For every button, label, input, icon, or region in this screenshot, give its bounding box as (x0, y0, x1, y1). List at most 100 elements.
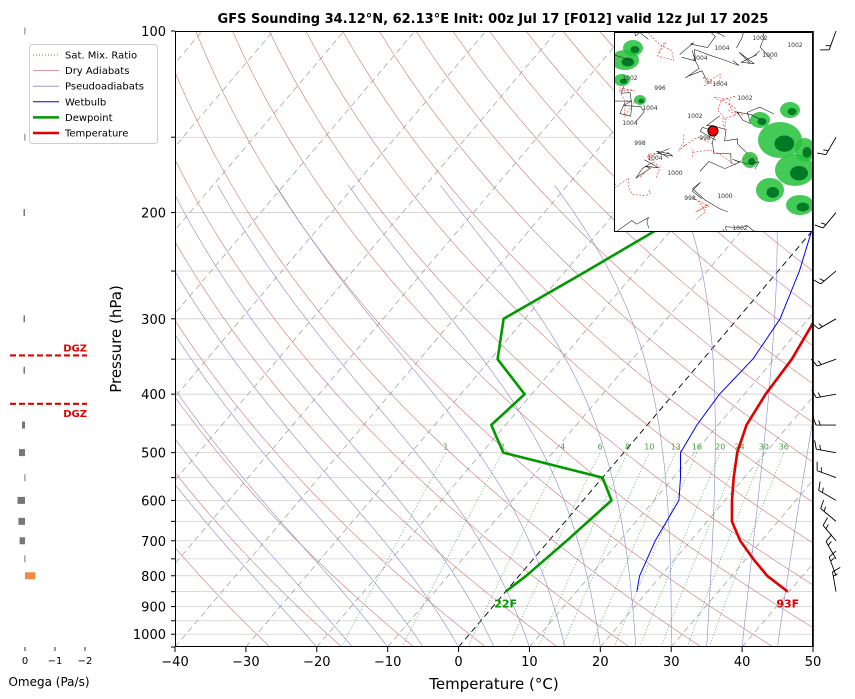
pseudoadiabat-line (175, 334, 424, 647)
mixing-ratio-line (613, 452, 698, 647)
mixing-ratio-line (340, 452, 447, 647)
map-isobar-label: 1002 (737, 95, 752, 102)
map-isobar-label: 1002 (687, 113, 702, 120)
pseudoadiabats (175, 184, 813, 647)
y-tick-label: 800 (141, 570, 166, 585)
pseudoadiabat-line (175, 438, 353, 647)
mixing-ratio-line (537, 452, 628, 647)
wind-barb-flag (821, 222, 827, 225)
isotherm-line (175, 31, 274, 148)
y-tick-label: 1000 (133, 628, 166, 643)
map-contour (615, 177, 652, 197)
wind-barb (817, 136, 837, 155)
pseudoadiabat-line (275, 184, 566, 647)
map-isobar-label: 1004 (622, 120, 637, 127)
mixing-ratio-label: 4 (560, 443, 565, 452)
mixing-ratio-label: 10 (644, 443, 654, 452)
surface-labels: 22F 93F (494, 598, 799, 611)
mixing-ratio-label: 20 (715, 443, 725, 452)
plot-frame (175, 31, 813, 647)
omega-tick-label: −2 (78, 656, 93, 667)
dry-adiabat-line (195, 31, 774, 647)
chart-title: GFS Sounding 34.12°N, 62.13°E Init: 00z … (218, 12, 769, 27)
x-tick-label: 10 (521, 655, 538, 670)
x-tick-label: −20 (303, 655, 330, 670)
omega-axis-label: Omega (Pa/s) (8, 675, 89, 689)
omega-bar (24, 27, 26, 35)
wind-barb-shaft (820, 270, 837, 285)
y-tick-label: 500 (141, 447, 166, 462)
legend-box (29, 44, 158, 144)
x-tick-label: 20 (592, 655, 609, 670)
map-contour (692, 197, 710, 220)
wind-barb-flag (814, 440, 817, 450)
wind-barb-flag (818, 481, 821, 491)
omega-bar (19, 537, 25, 545)
legend-label: Sat. Mix. Ratio (65, 51, 137, 62)
inset-map-content: 1004 1002 1004 1004 1002 1000 1002 998 1000 1002 9… (615, 32, 813, 231)
wind-barb (814, 212, 837, 229)
map-precip-core (757, 118, 767, 126)
map-contour (647, 32, 675, 61)
dry-adiabat-line (525, 31, 813, 309)
mixing-ratio-label: 6 (597, 443, 602, 452)
map-precip-core (790, 166, 808, 181)
dry-adiabat-line (342, 31, 813, 503)
map-precip-core (620, 78, 628, 84)
map-contour (738, 50, 760, 65)
wind-barb-shaft (828, 556, 837, 576)
wind-barb (814, 440, 837, 454)
map-isobar-label: 1004 (714, 45, 729, 52)
map-isobar-label: 998 (684, 195, 696, 202)
map-precip-core (766, 187, 780, 198)
map-contour (616, 216, 650, 231)
wind-barb (816, 461, 837, 479)
map-isobar-label: 998 (634, 140, 646, 147)
map-contour (635, 159, 659, 179)
y-tick-label: 600 (141, 494, 166, 509)
wind-barb-flag (825, 524, 829, 530)
pseudoadiabat-line (675, 184, 716, 647)
surface-dewpoint-label: 22F (494, 598, 517, 611)
series-temperature (730, 320, 813, 593)
mixing-ratio-label: 16 (692, 443, 702, 452)
wind-barb-flag (817, 360, 822, 365)
x-tick-label: −40 (161, 655, 188, 670)
mixing-ratio-line (561, 452, 650, 647)
wind-barb-flag (830, 557, 835, 562)
dry-adiabat-line (175, 547, 271, 647)
mixing-ratio-lines (340, 452, 785, 647)
omega-bar (24, 555, 26, 563)
pseudoadiabat-line (175, 483, 318, 647)
x-axis-label: Temperature (°C) (428, 675, 558, 693)
inset-map: 1004 1002 1004 1004 1002 1000 1002 998 1000 1002 9… (614, 32, 813, 232)
y-tick-label: 900 (141, 601, 166, 616)
series-wetbulb (636, 224, 813, 592)
wind-barb-flag (822, 487, 824, 493)
wind-barb-flag (812, 416, 817, 426)
x-axis-ticks: −40 −30 −20 −10 0 10 20 30 40 50 (161, 647, 821, 670)
wind-barb-flag (827, 541, 832, 546)
dry-adiabat-line (820, 31, 855, 647)
map-isobar-label: 996 (654, 85, 666, 92)
wind-barb (832, 566, 841, 592)
omega-bar (24, 474, 26, 482)
map-contour (691, 181, 728, 213)
legend-label: Dry Adiabats (65, 66, 129, 77)
wind-barb-shaft (818, 490, 837, 501)
mixing-ratio-label: 8 (625, 443, 630, 452)
map-isobar-label: 1004 (692, 55, 707, 62)
wind-barb-shaft (817, 358, 837, 367)
wind-barb-shaft (832, 571, 837, 592)
x-tick-label: 50 (805, 655, 822, 670)
pseudoadiabat-line (348, 184, 601, 647)
dry-adiabat-line (175, 158, 630, 647)
omega-bar (24, 133, 26, 141)
pseudoadiabat-line (741, 184, 778, 647)
omega-tick-label: −1 (48, 656, 63, 667)
map-contour (717, 99, 737, 129)
wind-barb (825, 534, 837, 560)
mixing-ratio-line (639, 452, 721, 647)
map-contour (722, 225, 757, 231)
isotherm-line (175, 31, 345, 231)
